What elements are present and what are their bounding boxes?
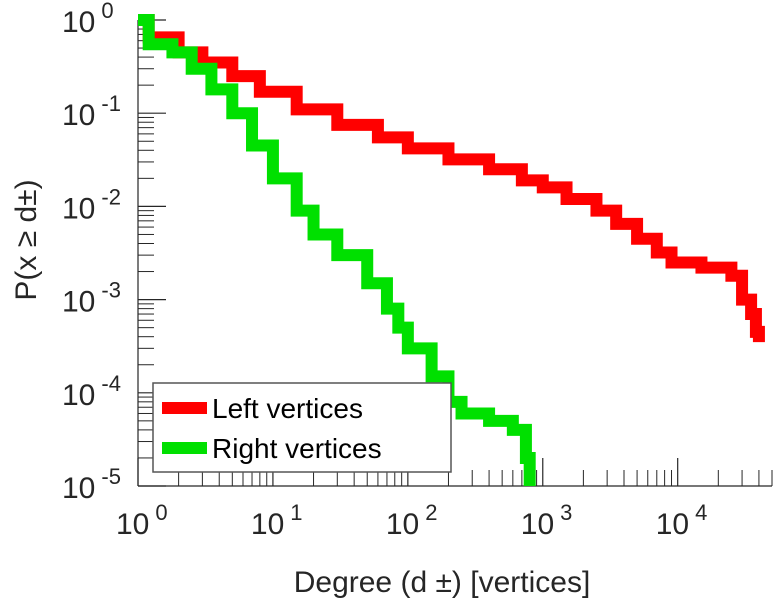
legend: Left vertices Right vertices — [152, 382, 452, 473]
legend-label-left: Left vertices — [212, 393, 363, 424]
series-layer — [138, 14, 765, 486]
series-line-right-vertices — [138, 14, 536, 486]
y-axis-label: P(x ≥ d±) — [10, 179, 43, 300]
plot-frame — [137, 20, 772, 487]
series-line-left-vertices — [138, 14, 765, 343]
x-axis-label: Degree (d ±) [vertices] — [294, 566, 591, 599]
legend-box — [152, 382, 452, 473]
legend-label-right: Right vertices — [212, 433, 382, 464]
